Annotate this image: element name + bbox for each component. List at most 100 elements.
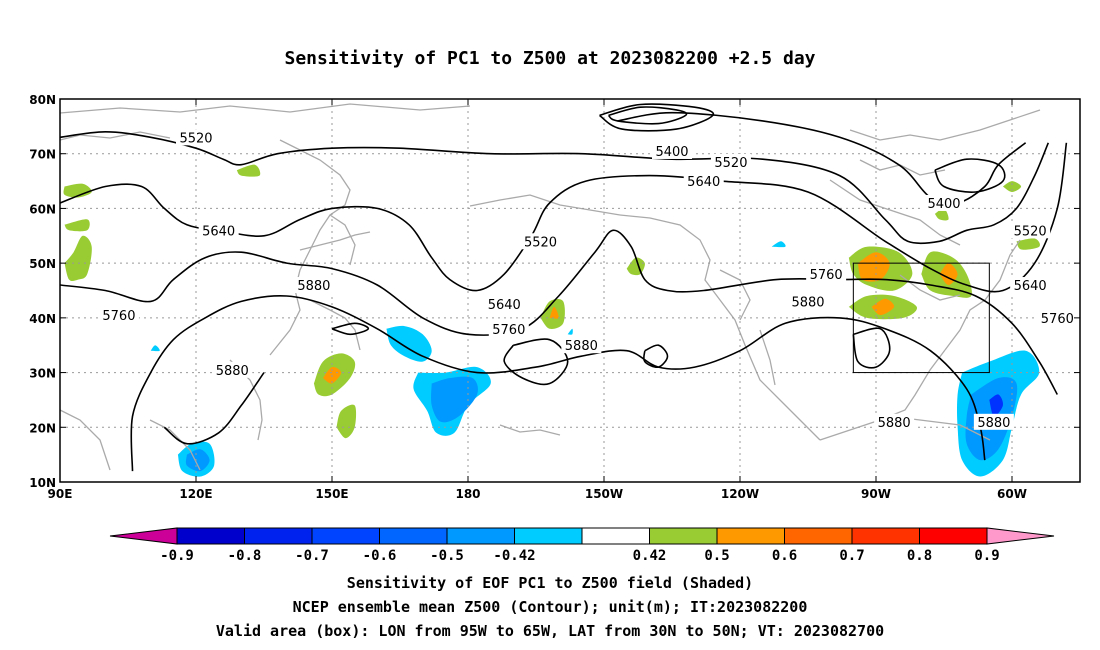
lon-tick-label: 150W — [585, 487, 623, 501]
contour-label-bg — [806, 266, 847, 283]
lat-tick-label: 60N — [29, 202, 56, 216]
colorbar-label: -0.7 — [295, 548, 329, 564]
contour-5640 — [60, 142, 1068, 293]
footer-line-2: NCEP ensemble mean Z500 (Contour); unit(… — [292, 598, 808, 616]
contour-closed — [607, 106, 688, 125]
plot-frame — [59, 98, 1081, 483]
colorbar-swatch — [581, 527, 650, 545]
colorbar: -0.9 -0.8 -0.7 -0.6 -0.5 -0.42 0.42 0.5 0.6 0.7 0.… — [109, 527, 1055, 564]
shaded-region — [64, 219, 90, 232]
shaded-region — [336, 404, 357, 439]
contour-closed — [934, 158, 1006, 193]
grid-lines — [60, 99, 1080, 482]
contour-5880 — [130, 295, 986, 472]
shaded-region — [771, 241, 786, 248]
contour-5880 — [163, 372, 265, 445]
colorbar-label: 0.9 — [974, 548, 999, 564]
contour-label-bg — [1010, 222, 1051, 239]
colorbar-high-arrow — [986, 527, 1055, 545]
contour-label: 5520 — [1014, 224, 1047, 239]
colorbar-swatch — [311, 527, 380, 545]
lat-tick-label: 50N — [29, 257, 56, 271]
lon-tick-label: 120W — [721, 487, 759, 501]
contour-label-bg — [874, 413, 915, 430]
shaded-region — [150, 345, 160, 352]
contour-label-bg — [198, 222, 239, 239]
contour-label: 5880 — [977, 416, 1010, 431]
contour-label-bg — [1037, 309, 1078, 326]
colorbar-label: 0.7 — [839, 548, 864, 564]
colorbar-swatch — [649, 527, 718, 545]
contour-label: 5880 — [791, 295, 824, 310]
colorbar-label: -0.9 — [160, 548, 194, 564]
contour-label: 5400 — [655, 145, 688, 160]
contour-label-bg — [98, 307, 139, 324]
contour-label: 5880 — [216, 364, 249, 379]
z500-contours — [60, 103, 1068, 472]
colorbar-swatch — [379, 527, 448, 545]
shaded-region — [64, 235, 92, 282]
lon-tick-label: 90W — [861, 487, 891, 501]
lon-tick-label: 120E — [179, 487, 212, 501]
contour-label: 5640 — [1014, 279, 1047, 294]
contour-closed — [642, 344, 669, 369]
lon-tick-label: 60W — [997, 487, 1027, 501]
contour-closed — [852, 327, 891, 369]
contour-label: 5880 — [565, 339, 598, 354]
colorbar-label: -0.5 — [430, 548, 464, 564]
contour-label-bg — [488, 320, 529, 337]
lat-tick-label: 20N — [29, 421, 56, 435]
contour-label-bg — [788, 293, 828, 310]
contour-label: 5880 — [878, 416, 911, 431]
colorbar-swatch — [851, 527, 920, 545]
colorbar-low-arrow — [109, 527, 178, 545]
lat-tick-label: 10N — [29, 476, 56, 490]
lat-tick-label: 80N — [29, 93, 56, 107]
contour-closed — [331, 322, 370, 336]
contour-label-bg — [293, 277, 334, 294]
contour-label-bg — [176, 129, 216, 146]
contour-label: 5400 — [927, 197, 960, 212]
lat-tick-label: 70N — [29, 148, 56, 162]
contour-5520 — [60, 130, 1050, 245]
shaded-region — [386, 325, 432, 362]
contour-label: 5760 — [492, 323, 525, 338]
colorbar-swatch — [176, 527, 245, 545]
contour-label: 5640 — [687, 175, 720, 190]
contour-label: 5520 — [179, 131, 212, 146]
contour-label-bg — [710, 153, 751, 170]
shaded-region — [431, 376, 478, 423]
shaded-region — [934, 208, 949, 221]
colorbar-label: -0.42 — [493, 548, 535, 564]
contour-labels: 5520 5400 5520 5640 5400 5520 5640 5520 5760 5880… — [98, 129, 1078, 431]
colorbar-swatch — [716, 527, 785, 545]
contour-label: 5760 — [1041, 312, 1074, 327]
shaded-region — [549, 306, 559, 319]
footer-line-1: Sensitivity of EOF PC1 to Z500 field (Sh… — [346, 574, 754, 592]
contour-label-bg — [520, 233, 561, 250]
colorbar-swatch — [446, 527, 515, 545]
contour-label-bg — [924, 194, 964, 211]
colorbar-swatch — [919, 527, 988, 545]
contour-5760 — [60, 229, 1059, 395]
shaded-region — [236, 164, 261, 177]
colorbar-label: 0.5 — [704, 548, 729, 564]
footer-line-3: Valid area (box): LON from 95W to 65W, L… — [215, 622, 885, 640]
contour-label-bg — [973, 413, 1014, 430]
colorbar-label: -0.6 — [363, 548, 397, 564]
shaded-region — [1016, 238, 1040, 250]
contour-label-bg — [652, 142, 692, 159]
contour-label: 5760 — [810, 268, 843, 283]
shaded-region — [626, 257, 645, 276]
shaded-region — [63, 183, 92, 198]
contour-5880 — [503, 338, 569, 386]
valid-area-rect — [852, 262, 990, 374]
colorbar-label: 0.8 — [907, 548, 932, 564]
lat-tick-label: 40N — [29, 312, 56, 326]
lon-tick-label: 180 — [455, 487, 480, 501]
lon-tick-label: 150E — [315, 487, 348, 501]
contour-label-bg — [484, 296, 525, 313]
shaded-region — [1002, 181, 1022, 192]
contour-label: 5520 — [524, 235, 557, 250]
